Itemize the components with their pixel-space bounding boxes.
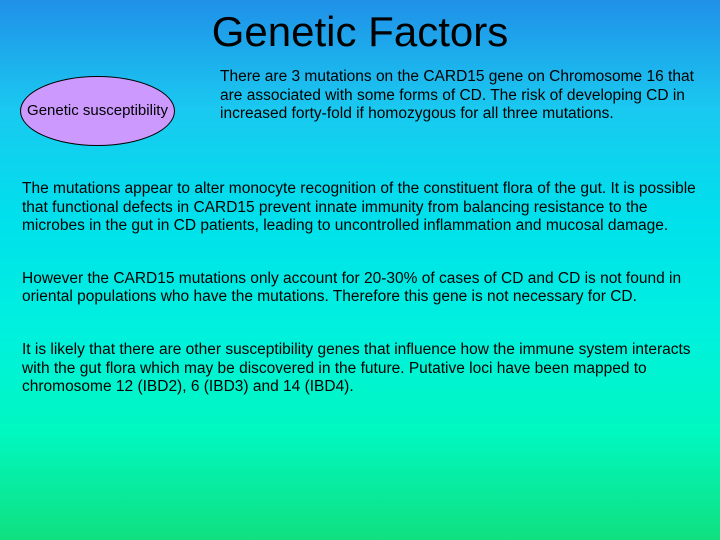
paragraph-1: The mutations appear to alter monocyte r… — [0, 180, 720, 236]
paragraph-2: However the CARD15 mutations only accoun… — [0, 270, 720, 307]
oval-container: Genetic susceptibility — [20, 64, 190, 146]
page-title: Genetic Factors — [0, 0, 720, 56]
intro-paragraph: There are 3 mutations on the CARD15 gene… — [190, 64, 700, 124]
top-row: Genetic susceptibility There are 3 mutat… — [0, 56, 720, 146]
paragraph-3: It is likely that there are other suscep… — [0, 341, 720, 397]
genetic-susceptibility-oval: Genetic susceptibility — [20, 76, 175, 146]
